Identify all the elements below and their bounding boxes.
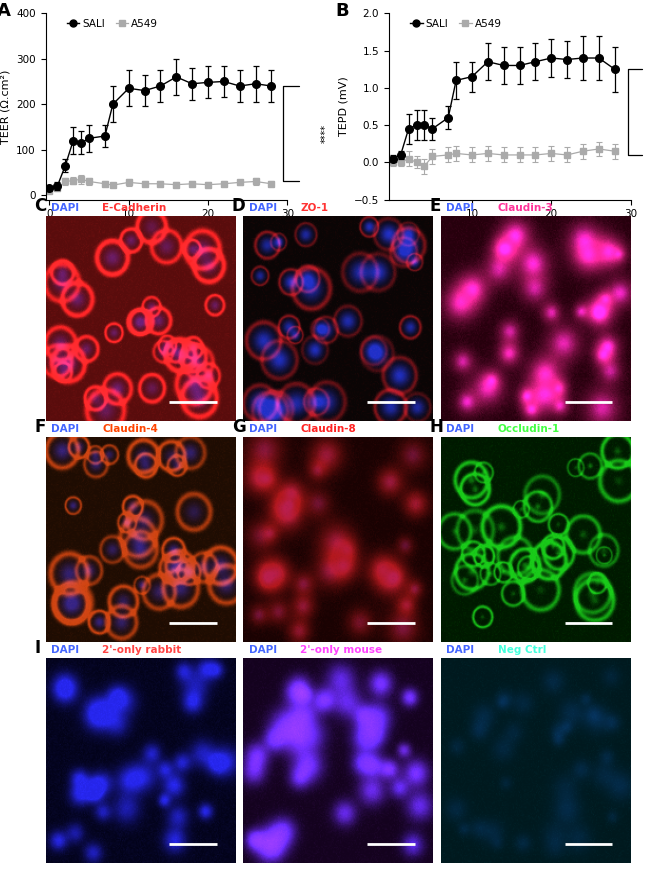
Text: Neg Ctrl: Neg Ctrl xyxy=(497,645,546,655)
Text: DAPI: DAPI xyxy=(249,424,277,434)
Text: DAPI: DAPI xyxy=(447,645,474,655)
Text: C: C xyxy=(34,197,46,215)
Text: B: B xyxy=(335,2,349,20)
Text: 2'-only mouse: 2'-only mouse xyxy=(300,645,382,655)
Text: ZO-1: ZO-1 xyxy=(300,203,328,212)
Text: I: I xyxy=(34,639,40,658)
Text: Claudin-8: Claudin-8 xyxy=(300,424,356,434)
X-axis label: Days Post Air-lift: Days Post Air-lift xyxy=(121,225,212,235)
Text: E: E xyxy=(429,197,441,215)
Text: F: F xyxy=(34,419,46,436)
Text: DAPI: DAPI xyxy=(447,203,474,212)
Text: DAPI: DAPI xyxy=(51,645,79,655)
Text: Occludin-1: Occludin-1 xyxy=(497,424,560,434)
Text: DAPI: DAPI xyxy=(249,645,277,655)
Text: DAPI: DAPI xyxy=(447,424,474,434)
Text: DAPI: DAPI xyxy=(51,424,79,434)
Y-axis label: TEER (Ω.cm²): TEER (Ω.cm²) xyxy=(1,69,10,143)
X-axis label: Days Post Air-lift: Days Post Air-lift xyxy=(464,225,555,235)
Y-axis label: TEPD (mV): TEPD (mV) xyxy=(338,77,348,136)
Text: 2'-only rabbit: 2'-only rabbit xyxy=(103,645,182,655)
Text: H: H xyxy=(429,419,443,436)
Text: Claudin-3: Claudin-3 xyxy=(497,203,553,212)
Text: Claudin-4: Claudin-4 xyxy=(103,424,159,434)
Legend: SALI, A549: SALI, A549 xyxy=(406,15,506,33)
Text: ****: **** xyxy=(321,124,331,143)
Text: DAPI: DAPI xyxy=(51,203,79,212)
Text: G: G xyxy=(231,419,246,436)
Legend: SALI, A549: SALI, A549 xyxy=(63,15,162,33)
Text: D: D xyxy=(231,197,246,215)
Text: A: A xyxy=(0,2,11,20)
Text: E-Cadherin: E-Cadherin xyxy=(103,203,167,212)
Text: DAPI: DAPI xyxy=(249,203,277,212)
